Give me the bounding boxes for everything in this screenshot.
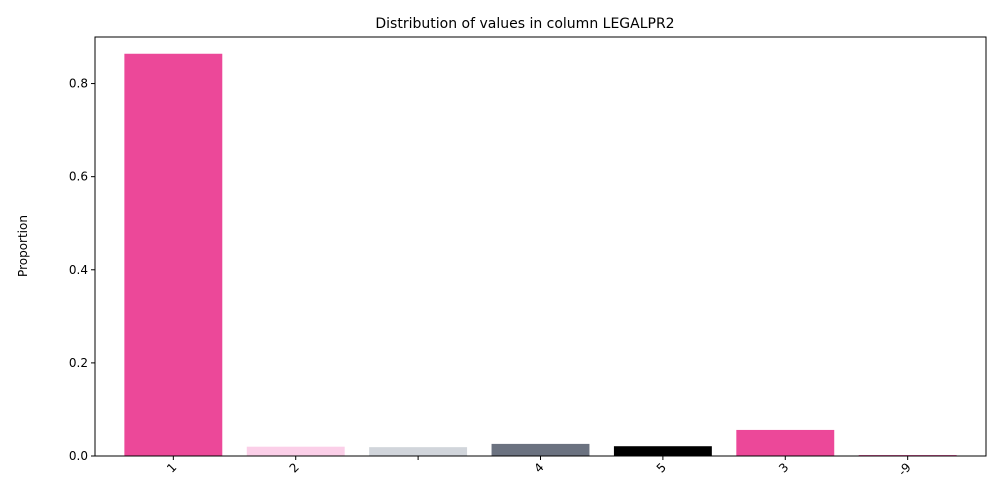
- y-axis-ticks: 0.0 0.2 0.4 0.6 0.8: [69, 77, 95, 463]
- bar-3: [736, 429, 835, 456]
- bar-1: [124, 53, 223, 456]
- y-tick-label: 0.2: [69, 356, 88, 370]
- bar-blank: [369, 447, 468, 456]
- chart-title: Distribution of values in column LEGALPR…: [375, 16, 674, 32]
- x-tick-label: 4: [531, 460, 546, 475]
- y-tick-label: 0.8: [69, 77, 88, 91]
- y-tick-label: 0.4: [69, 263, 88, 277]
- plot-frame: [94, 36, 987, 457]
- x-axis-ticks: 1 2 4 5 3 -9: [164, 456, 914, 479]
- bars-group: [124, 53, 957, 456]
- x-tick-label: 5: [654, 460, 669, 475]
- x-tick-label: 1: [164, 460, 179, 475]
- bar-4: [491, 443, 590, 456]
- bar-2: [246, 446, 345, 456]
- y-tick-label: 0.0: [69, 449, 88, 463]
- x-tick-label: -9: [895, 460, 913, 478]
- y-axis-label: Proportion: [16, 215, 30, 277]
- x-tick-label: 2: [287, 460, 302, 475]
- x-tick-label: 3: [776, 460, 791, 475]
- y-tick-label: 0.6: [69, 170, 88, 184]
- bar-5: [613, 446, 712, 456]
